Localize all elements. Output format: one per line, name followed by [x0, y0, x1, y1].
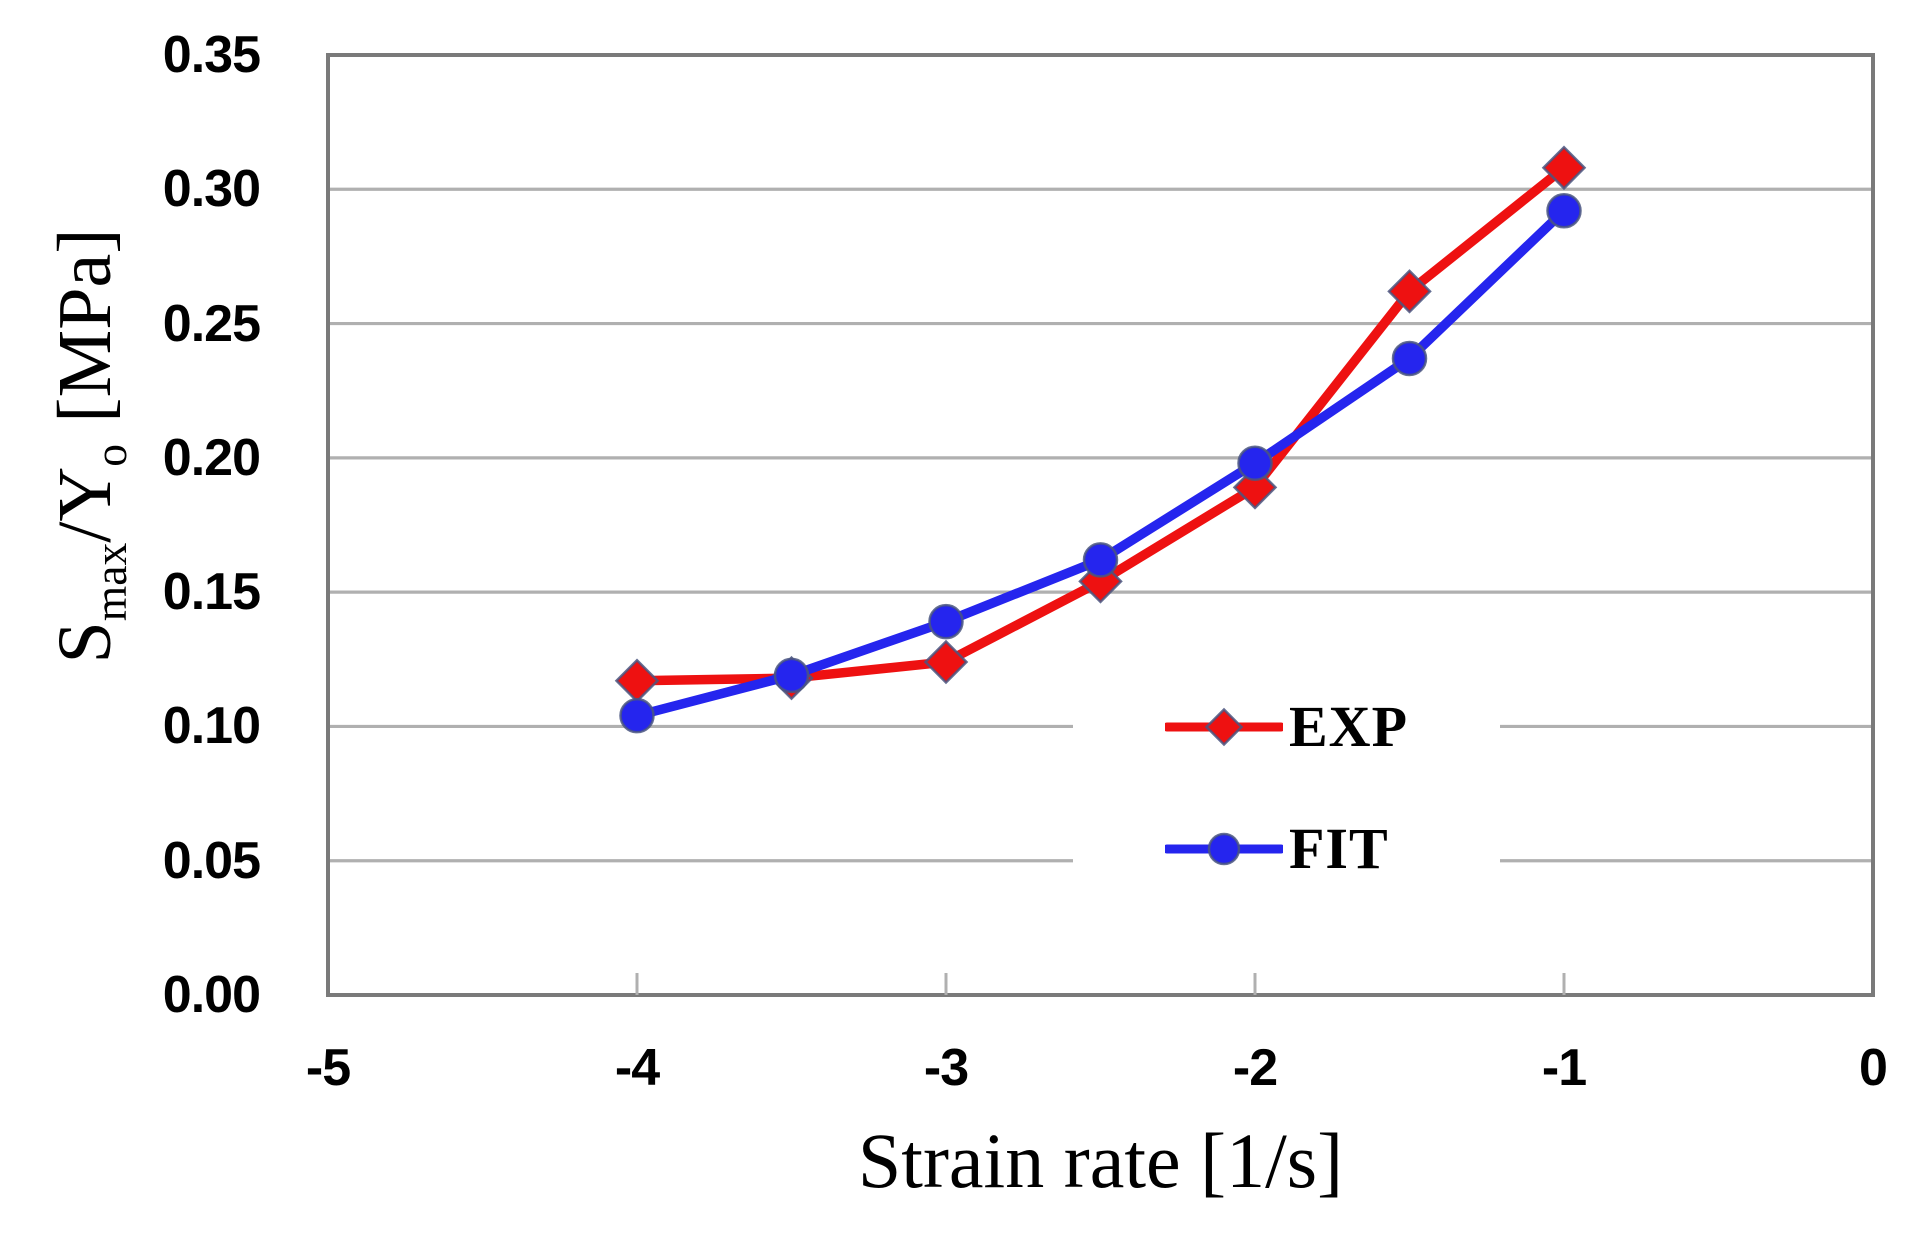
x-tick-label: -2	[1232, 1039, 1278, 1097]
series-exp	[614, 145, 1587, 704]
y-tick-label: 0.30	[162, 160, 261, 219]
y-title-base2: /Y	[43, 466, 127, 543]
circle-marker	[619, 697, 655, 734]
series-fit	[619, 193, 1582, 734]
legend-item-exp: EXP	[1073, 696, 1408, 758]
plot-frame	[326, 53, 1875, 997]
y-tick-label: 0.20	[162, 428, 261, 487]
diamond-marker	[1541, 145, 1587, 191]
diamond-marker	[923, 639, 969, 685]
legend-label-fit: FIT	[1289, 816, 1389, 881]
circle-marker	[928, 603, 964, 640]
y-title-base1: S	[43, 621, 127, 664]
legend-label-exp: EXP	[1289, 694, 1408, 759]
y-tick-label: 0.05	[162, 831, 261, 890]
y-axis-title: Smax/Yo [MPa]	[39, 193, 136, 699]
circle-marker	[1207, 832, 1241, 866]
y-tick-label: 0.00	[162, 966, 261, 1024]
diamond-marker	[614, 658, 660, 704]
x-tick-label: -5	[305, 1039, 351, 1097]
x-axis-title: Strain rate [1/s]	[857, 1117, 1344, 1204]
diamond-marker	[1204, 707, 1244, 747]
legend-item-fit: FIT	[1073, 818, 1389, 880]
circle-marker	[773, 657, 810, 694]
y-tick-label: 0.25	[162, 294, 261, 353]
x-tick-label: 0	[1859, 1039, 1888, 1097]
exp-series-marker-icon	[1165, 707, 1283, 747]
x-tick-label: -3	[923, 1039, 969, 1097]
x-tick-label: -4	[614, 1039, 660, 1097]
y-tick-label: 0.15	[162, 563, 261, 622]
x-tick-label: -1	[1541, 1039, 1587, 1097]
circle-marker	[1391, 340, 1428, 377]
legend: EXP FIT	[1073, 690, 1500, 905]
circle-marker	[1237, 445, 1273, 481]
y-title-sub2: o	[85, 443, 137, 467]
diamond-marker	[1387, 269, 1432, 314]
y-title-sub1: max	[85, 542, 137, 622]
circle-marker	[1082, 542, 1119, 578]
y-title-unit: [MPa]	[43, 228, 127, 423]
y-tick-label: 0.35	[162, 26, 261, 84]
series-line	[632, 163, 1569, 686]
fit-series-marker-icon	[1165, 832, 1283, 866]
circle-marker	[1546, 193, 1582, 229]
y-tick-label: 0.10	[162, 697, 261, 756]
